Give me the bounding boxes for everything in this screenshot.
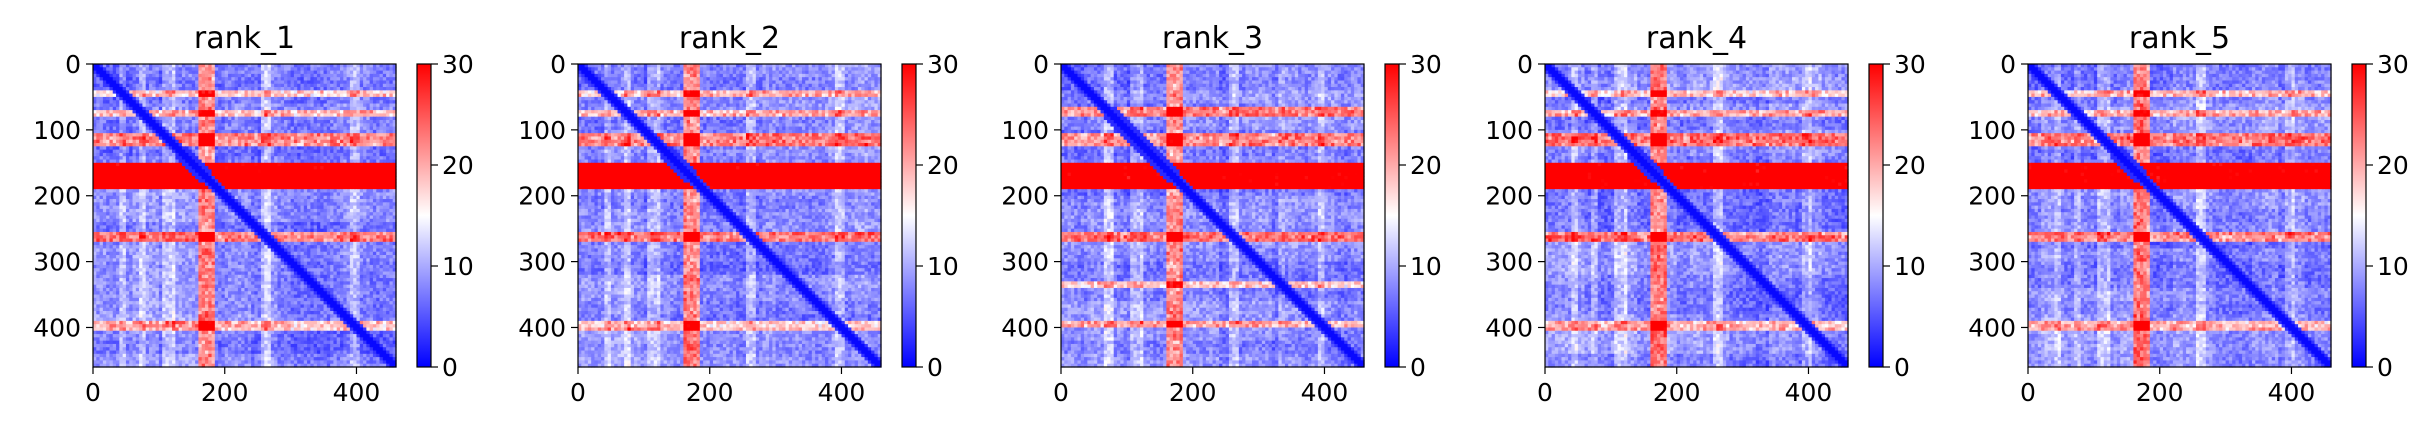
panel-title: rank_1 — [194, 21, 295, 56]
heatmap-panels: rank_10 200 40001002003004000102030rank_20… — [33, 21, 2409, 407]
heatmap-cells — [93, 64, 397, 368]
